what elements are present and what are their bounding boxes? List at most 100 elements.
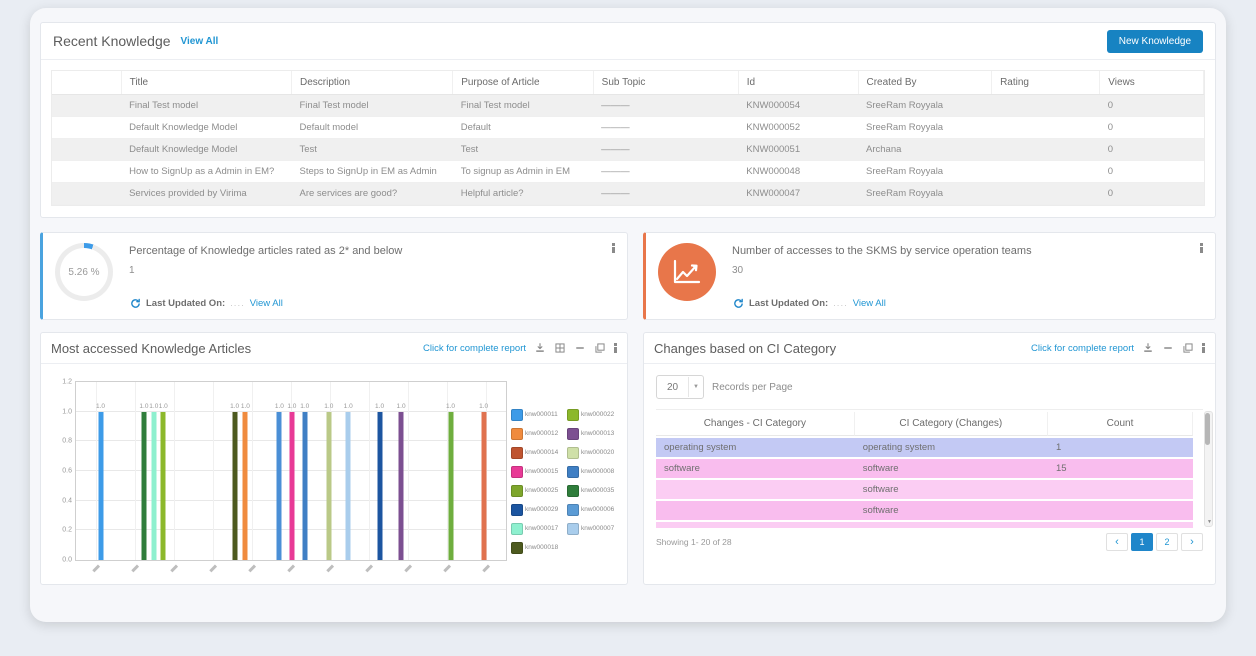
chart-bar[interactable] [326, 412, 331, 560]
table-cell: ——— [593, 161, 738, 183]
info-icon[interactable] [612, 243, 615, 253]
chevron-down-icon: ▼ [688, 377, 703, 397]
legend-item[interactable]: knw000011 [511, 405, 567, 424]
chart-bar[interactable] [277, 412, 282, 560]
legend-item[interactable]: knw000008 [567, 462, 623, 481]
legend-item[interactable]: knw000006 [567, 500, 623, 519]
table-cell: SreeRam Royyala [858, 183, 992, 205]
scrollbar-down-arrow[interactable]: ▼ [1206, 519, 1213, 526]
legend-item[interactable]: knw000014 [511, 443, 567, 462]
most-accessed-chart-card: Most accessed Knowledge Articles Click f… [40, 332, 628, 585]
legend-item[interactable]: knw000025 [511, 481, 567, 500]
chart-bar[interactable] [289, 412, 294, 560]
info-icon[interactable] [1200, 243, 1203, 253]
page-button-1[interactable]: 1 [1131, 533, 1153, 551]
legend-item[interactable]: knw000020 [567, 443, 623, 462]
legend-label: knw000015 [525, 468, 558, 475]
recent-knowledge-view-all-link[interactable]: View All [181, 36, 219, 47]
download-icon[interactable] [534, 342, 546, 354]
legend-item[interactable]: knw000012 [511, 424, 567, 443]
table-scrollbar[interactable] [1204, 411, 1213, 527]
table-row[interactable]: Services provided by VirimaAre services … [52, 183, 1204, 205]
popout-icon[interactable] [1182, 342, 1194, 354]
legend-label: knw000022 [581, 411, 614, 418]
table-row[interactable]: Default Knowledge ModelTestTest———KNW000… [52, 139, 1204, 161]
table-cell: KNW000048 [738, 161, 858, 183]
download-icon[interactable] [1142, 342, 1154, 354]
chart-bar[interactable] [377, 412, 382, 560]
collapse-icon[interactable] [1162, 342, 1174, 354]
chart-bar[interactable] [151, 412, 156, 560]
legend-item[interactable]: knw000029 [511, 500, 567, 519]
kpi-view-all-link[interactable]: View All [250, 298, 283, 309]
pagination: ‹ 12 › [1106, 533, 1203, 551]
table-row[interactable]: software [656, 501, 1193, 520]
table-row[interactable]: Default Knowledge ModelDefault modelDefa… [52, 117, 1204, 139]
gridline [213, 382, 214, 560]
table-cell: 0 [1100, 183, 1204, 205]
legend-item[interactable]: knw000015 [511, 462, 567, 481]
popout-icon[interactable] [594, 342, 606, 354]
x-axis-tick-label [365, 565, 372, 572]
table-cell: 0 [1100, 95, 1204, 117]
legend-item[interactable]: knw000007 [567, 519, 623, 538]
legend-item[interactable]: knw000022 [567, 405, 623, 424]
recent-knowledge-header-row: TitleDescriptionPurpose of ArticleSub To… [52, 71, 1204, 95]
chart-bar[interactable] [232, 412, 237, 560]
legend-label: knw000035 [581, 487, 614, 494]
table-row[interactable]: software [656, 480, 1193, 499]
refresh-icon[interactable] [732, 297, 744, 309]
table-cell: SreeRam Royyala [858, 161, 992, 183]
collapse-icon[interactable] [574, 342, 586, 354]
column-header: Created By [858, 71, 992, 95]
chart-bar[interactable] [161, 412, 166, 560]
chart-bar[interactable] [399, 412, 404, 560]
scrollbar-thumb[interactable] [1205, 413, 1210, 445]
info-icon[interactable] [1202, 343, 1205, 353]
chart-bar[interactable] [243, 412, 248, 560]
table-cell: KNW000052 [738, 117, 858, 139]
table-row[interactable]: operating systemoperating system1 [656, 438, 1193, 457]
next-page-button[interactable]: › [1181, 533, 1203, 551]
table-row[interactable] [656, 522, 1193, 528]
chart-bar[interactable] [448, 412, 453, 560]
kpi-view-all-link[interactable]: View All [853, 298, 886, 309]
legend-item[interactable]: knw000018 [511, 538, 567, 557]
chart-bar[interactable] [481, 412, 486, 560]
column-header: Purpose of Article [453, 71, 593, 95]
page-button-2[interactable]: 2 [1156, 533, 1178, 551]
legend-item[interactable]: knw000017 [511, 519, 567, 538]
column-header: Changes - CI Category [656, 412, 855, 436]
new-knowledge-button[interactable]: New Knowledge [1107, 30, 1203, 53]
chart-bar[interactable] [98, 412, 103, 560]
complete-report-link[interactable]: Click for complete report [423, 343, 526, 354]
table-row[interactable]: Final Test modelFinal Test modelFinal Te… [52, 95, 1204, 117]
legend-item[interactable]: knw000013 [567, 424, 623, 443]
gauge-value: 5.26 % [68, 267, 99, 278]
info-icon[interactable] [614, 343, 617, 353]
table-cell: KNW000051 [738, 139, 858, 161]
table-cell [52, 183, 121, 205]
records-per-page-label: Records per Page [712, 382, 793, 393]
chart-bar[interactable] [346, 412, 351, 560]
table-cell: Test [453, 139, 593, 161]
legend-item[interactable]: knw000035 [567, 481, 623, 500]
chart-bar[interactable] [302, 412, 307, 560]
table-row[interactable]: softwaresoftware15 [656, 459, 1193, 478]
prev-page-button[interactable]: ‹ [1106, 533, 1128, 551]
x-axis-tick-label [483, 565, 490, 572]
table-view-icon[interactable] [554, 342, 566, 354]
records-per-page-select[interactable]: 20 ▼ [656, 375, 704, 399]
chart-bar[interactable] [141, 412, 146, 560]
kpi-title: Percentage of Knowledge articles rated a… [129, 243, 612, 257]
table-cell: 15 [1048, 459, 1193, 478]
legend-label: knw000020 [581, 449, 614, 456]
legend-label: knw000011 [525, 411, 558, 418]
table-cell: Steps to SignUp in EM as Admin [292, 161, 453, 183]
complete-report-link[interactable]: Click for complete report [1031, 343, 1134, 354]
x-axis-tick-label [405, 565, 412, 572]
refresh-icon[interactable] [129, 297, 141, 309]
table-row[interactable]: How to SignUp as a Admin in EM?Steps to … [52, 161, 1204, 183]
legend-swatch [511, 504, 523, 516]
legend-label: knw000012 [525, 430, 558, 437]
